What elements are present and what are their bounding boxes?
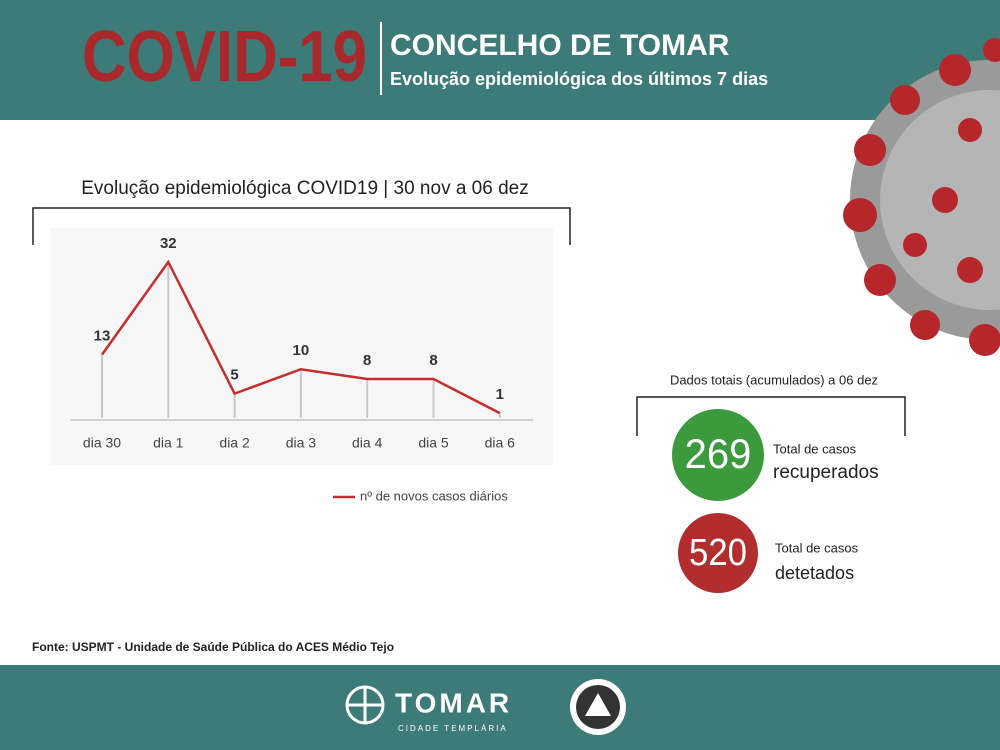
footer-cross-logo (345, 685, 385, 725)
header-subtitle: Evolução epidemiológica dos últimos 7 di… (390, 69, 768, 89)
x-tick-label: dia 6 (485, 435, 516, 451)
total-label-line1: Total de casos (773, 441, 857, 456)
totals-heading: Dados totais (acumulados) a 06 dez (670, 372, 878, 387)
chart-bracket (32, 207, 571, 245)
footer-tagline: CIDADE TEMPLÁRIA (398, 724, 508, 733)
header-band (0, 0, 1000, 120)
total-circle (672, 409, 764, 501)
data-label: 32 (160, 235, 177, 252)
data-label: 8 (363, 352, 371, 369)
total-label-line2: recuperados (773, 462, 879, 483)
header-region: CONCELHO DE TOMAR (390, 29, 730, 62)
data-label: 10 (293, 342, 310, 359)
totals: 269 Total de casos recuperados 520 Total de … (672, 409, 879, 593)
totals-bracket (636, 396, 906, 436)
data-label: 8 (429, 352, 437, 369)
virus-image (843, 38, 1000, 356)
x-tick-label: dia 4 (352, 435, 383, 451)
source: Fonte: USPMT - Unidade de Saúde Pública … (32, 640, 394, 654)
data-label: 13 (94, 328, 111, 345)
plot-background (50, 228, 553, 465)
x-tick-label: dia 1 (153, 435, 184, 451)
x-tick-label: dia 30 (83, 435, 121, 451)
x-tick-label: dia 3 (286, 435, 317, 451)
footer-brand: TOMAR (395, 687, 512, 718)
total-label-line2: detetados (775, 563, 854, 583)
footer-seal (570, 679, 626, 735)
total-label-line1: Total de casos (775, 540, 859, 555)
total-value: 269 (685, 430, 752, 477)
header-title: COVID-19 (82, 17, 367, 97)
chart-title: Evolução epidemiológica COVID19 | 30 nov… (81, 178, 528, 199)
legend-label: nº de novos casos diários (360, 488, 508, 503)
data-label: 5 (230, 367, 238, 384)
x-tick-label: dia 5 (418, 435, 449, 451)
series-line (100, 259, 501, 415)
footer-band (0, 665, 1000, 750)
total-value: 520 (689, 532, 747, 574)
x-tick-label: dia 2 (219, 435, 250, 451)
chart: dia 30 dia 1 dia 2 dia 3 dia 4 dia 5 dia 6 13 32… (83, 235, 515, 503)
data-label: 1 (496, 386, 504, 403)
total-circle (678, 513, 758, 593)
